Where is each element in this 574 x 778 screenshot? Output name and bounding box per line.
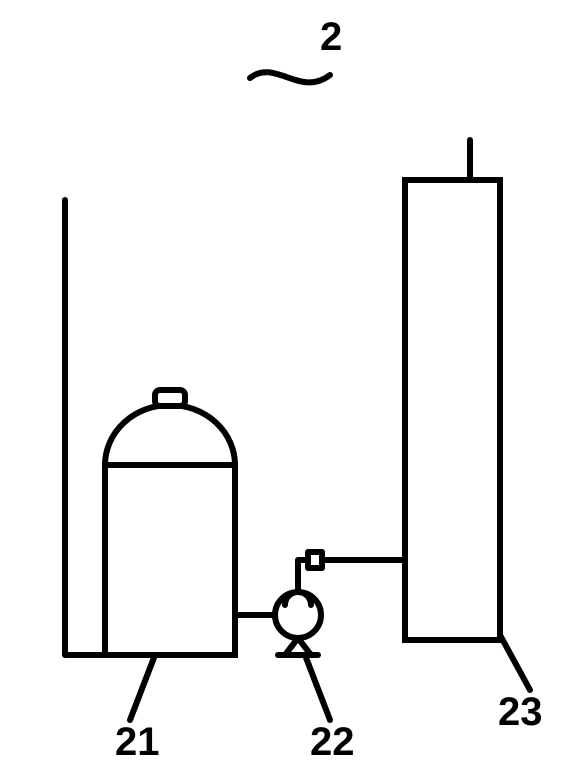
figure-title: 2 [320,15,342,60]
callout-label-22: 22 [310,720,355,765]
callout-label-21: 21 [115,720,160,765]
callout-label-23: 23 [498,690,543,735]
process-diagram [0,0,574,778]
